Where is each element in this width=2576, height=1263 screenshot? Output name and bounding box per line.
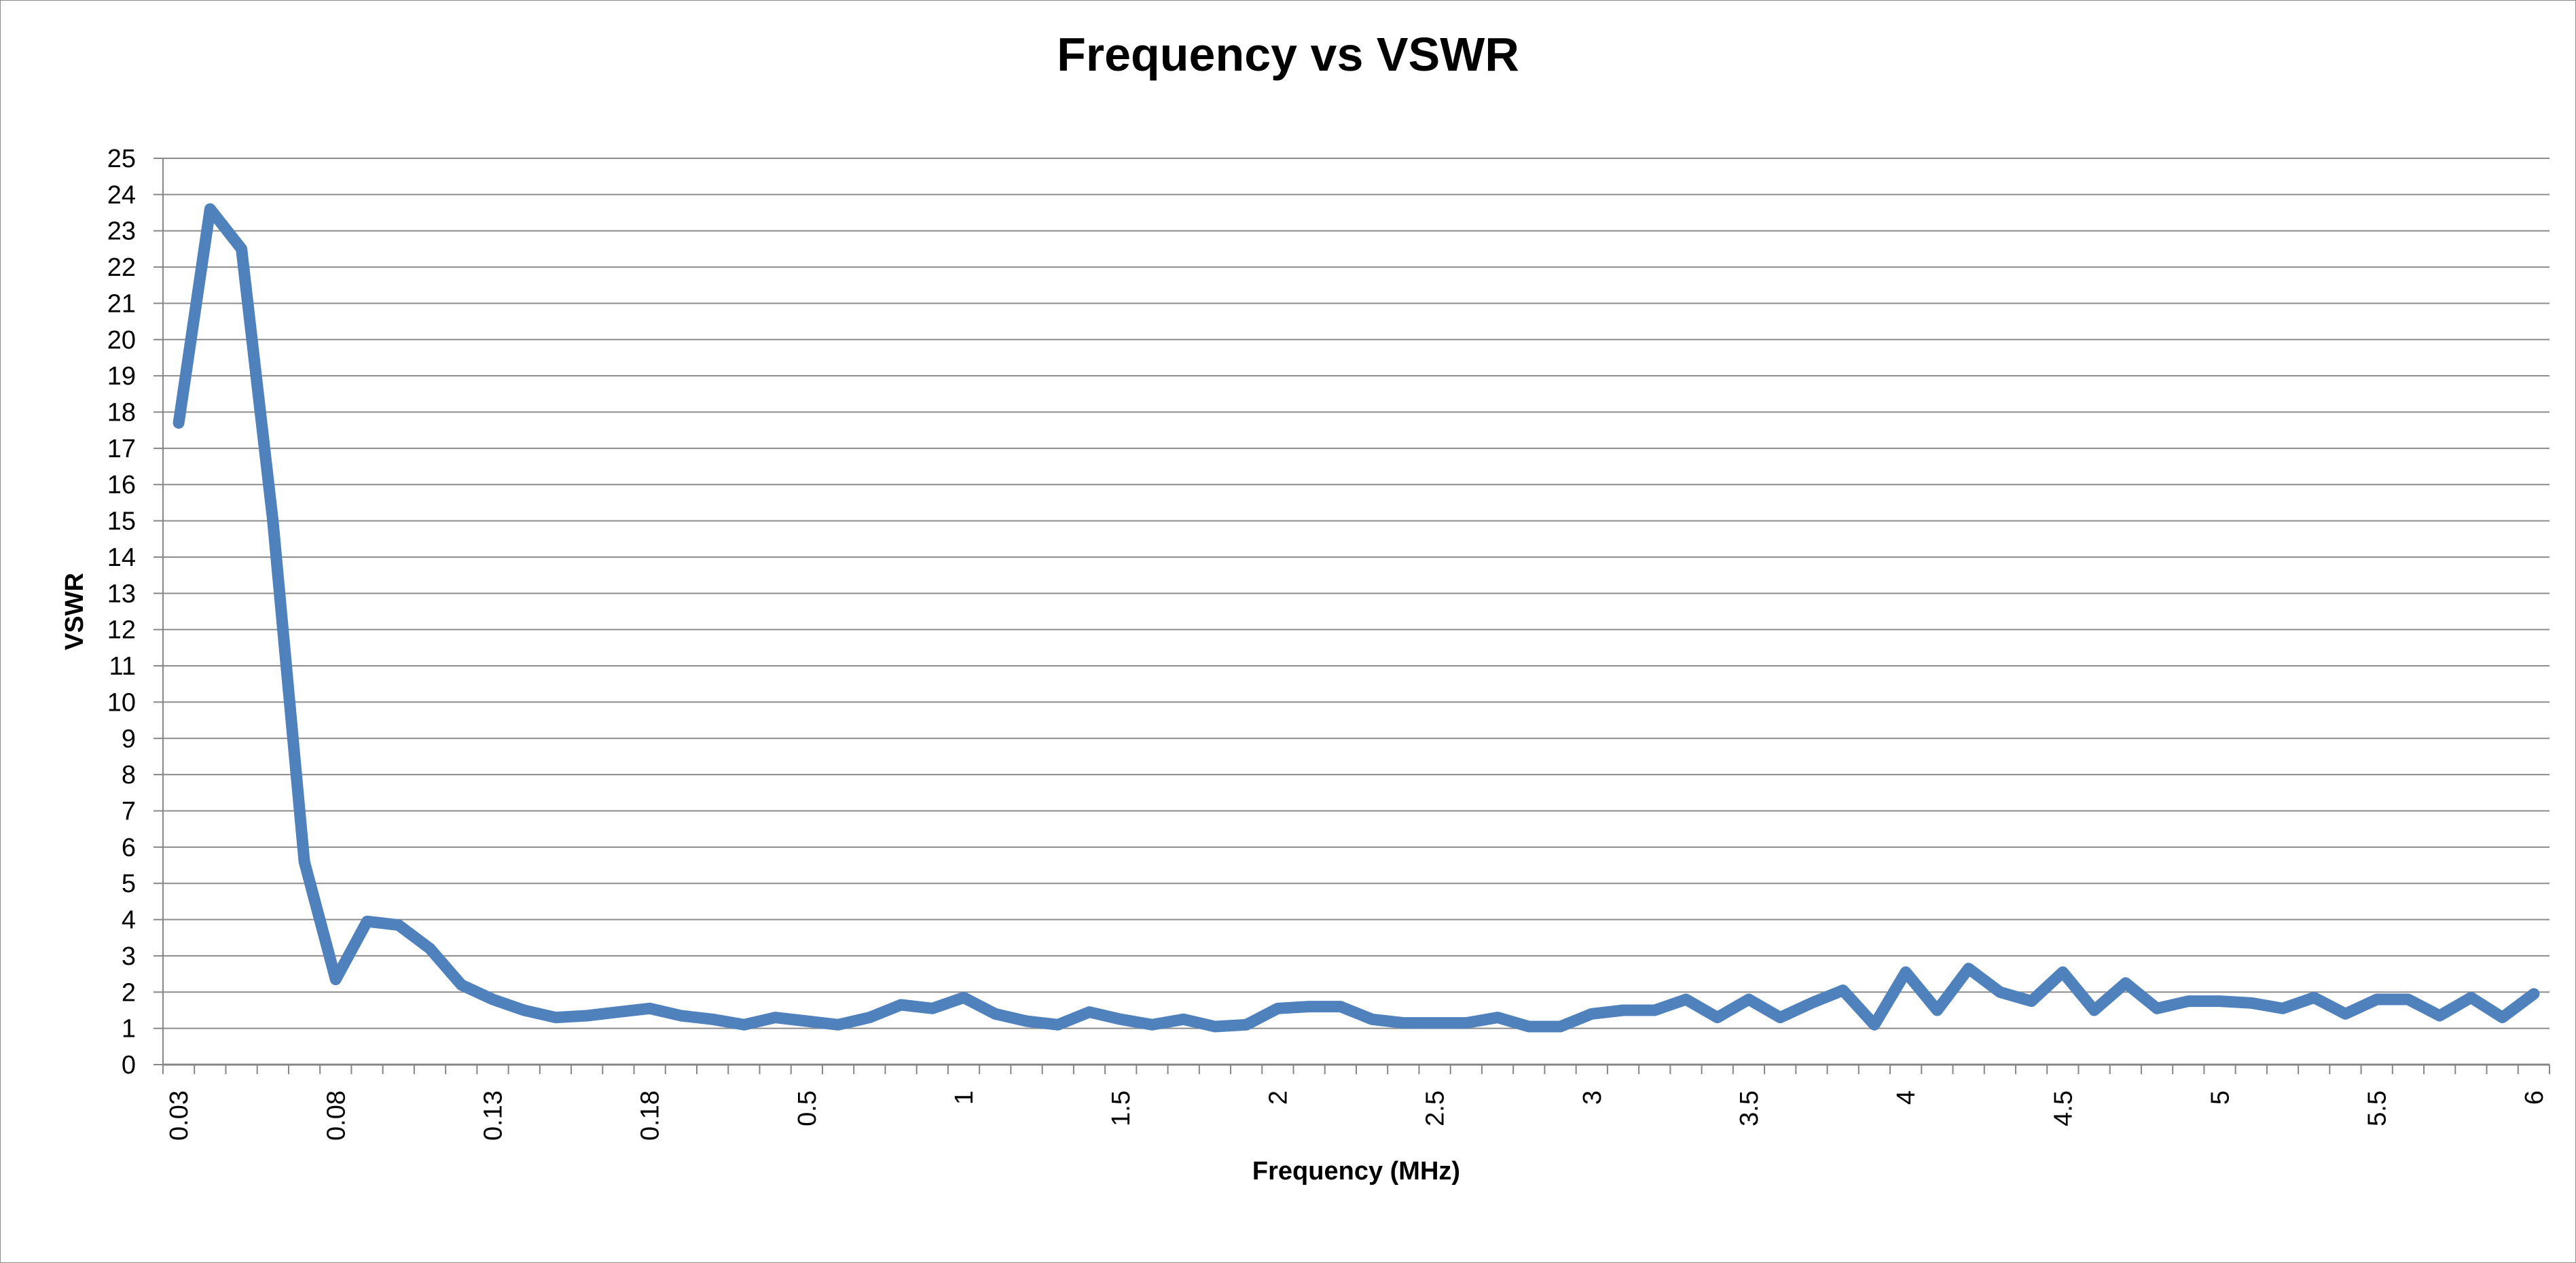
x-tick-label: 5 [2207, 1090, 2235, 1105]
y-tick-label: 12 [107, 616, 136, 645]
x-tick-label: 0.13 [479, 1090, 507, 1141]
x-tick-label: 3.5 [1735, 1090, 1764, 1126]
y-tick-label: 6 [122, 834, 136, 862]
y-axis-label: VSWR [60, 573, 89, 650]
y-tick-label: 0 [122, 1051, 136, 1080]
x-tick-label: 0.08 [322, 1090, 350, 1141]
chart-title: Frequency vs VSWR [1057, 28, 1519, 81]
x-tick-label: 4 [1892, 1090, 1921, 1105]
y-tick-label: 3 [122, 942, 136, 971]
y-tick-label: 18 [107, 399, 136, 427]
y-tick-label: 7 [122, 797, 136, 825]
y-tick-label: 10 [107, 688, 136, 717]
y-tick-label: 21 [107, 289, 136, 318]
x-tick-label: 5.5 [2363, 1090, 2392, 1126]
y-tick-label: 14 [107, 544, 136, 572]
x-tick-label: 2.5 [1421, 1090, 1450, 1126]
y-tick-label: 20 [107, 326, 136, 355]
series-line [173, 203, 2540, 1033]
x-tick-label: 0.18 [636, 1090, 665, 1141]
y-tick-label: 22 [107, 253, 136, 282]
y-tick-label: 17 [107, 435, 136, 463]
y-tick-label: 4 [122, 906, 136, 935]
x-tick-label: 3 [1578, 1090, 1607, 1105]
y-tick-label: 8 [122, 761, 136, 789]
y-tick-label: 24 [107, 181, 136, 209]
y-tick-label: 15 [107, 508, 136, 536]
x-tick-label: 4.5 [2049, 1090, 2078, 1126]
y-tick-label: 13 [107, 580, 136, 608]
y-tick-label: 1 [122, 1015, 136, 1044]
y-tick-label: 23 [107, 217, 136, 246]
y-tick-label: 16 [107, 471, 136, 499]
x-tick-label: 1.5 [1107, 1090, 1136, 1126]
x-tick-label: 6 [2520, 1090, 2549, 1105]
y-tick-label: 11 [109, 652, 136, 681]
x-tick-label: 0.5 [793, 1090, 822, 1126]
y-tick-label: 9 [122, 725, 136, 753]
gridlines [153, 158, 2550, 1066]
x-tick-label: 2 [1264, 1090, 1292, 1105]
series-layer [173, 203, 2540, 1033]
x-axis-ticks: 0.03 0.08 0.13 0.18 0.5 1 1.5 2 2.5 3 3.5 4 4.5 5 5.5 6 [162, 1065, 2550, 1141]
y-tick-label: 25 [107, 145, 136, 173]
x-tick-label: 1 [950, 1090, 979, 1105]
y-tick-label: 5 [122, 870, 136, 898]
x-tick-label: 0.03 [165, 1090, 194, 1141]
x-axis-label: Frequency (MHz) [1252, 1157, 1460, 1186]
y-axis-ticks: 0123456789101112131415161718192021222324… [107, 145, 136, 1080]
y-tick-label: 19 [107, 362, 136, 391]
y-tick-label: 2 [122, 978, 136, 1007]
